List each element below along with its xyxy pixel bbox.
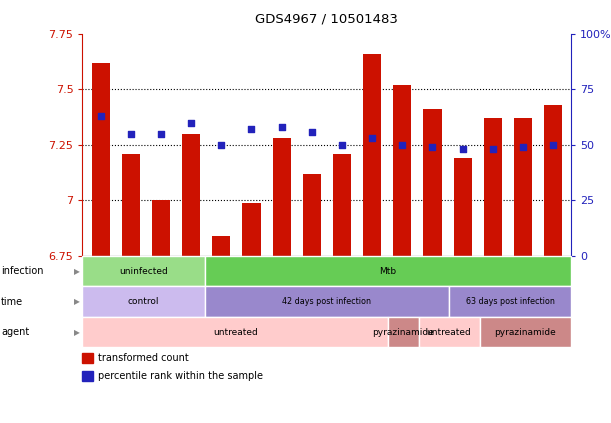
Bar — [514, 118, 532, 256]
Bar — [484, 118, 502, 256]
Bar — [182, 134, 200, 256]
Point — [96, 113, 106, 119]
Text: untreated: untreated — [426, 327, 472, 337]
Bar — [273, 138, 291, 256]
Point — [277, 124, 287, 130]
Point — [397, 141, 407, 148]
Text: pyrazinamide: pyrazinamide — [372, 327, 434, 337]
Point — [307, 128, 316, 135]
Text: time: time — [1, 297, 23, 307]
Text: ▶: ▶ — [73, 266, 79, 276]
Point — [518, 144, 528, 151]
Point — [488, 146, 498, 153]
Point — [458, 146, 467, 153]
Point — [367, 135, 377, 142]
Point — [247, 126, 257, 133]
Point — [216, 141, 226, 148]
Bar — [453, 158, 472, 256]
Bar — [333, 154, 351, 256]
Text: ▶: ▶ — [73, 297, 79, 306]
Text: ▶: ▶ — [73, 327, 79, 337]
Text: agent: agent — [1, 327, 29, 337]
Text: percentile rank within the sample: percentile rank within the sample — [98, 371, 263, 381]
Bar — [423, 109, 442, 256]
Point — [548, 141, 558, 148]
Bar — [363, 54, 381, 256]
Text: pyrazinamide: pyrazinamide — [494, 327, 557, 337]
Point — [337, 141, 347, 148]
Bar — [152, 201, 170, 256]
Bar — [92, 63, 109, 256]
Text: untreated: untreated — [213, 327, 258, 337]
Bar — [243, 203, 260, 256]
Text: control: control — [128, 297, 159, 306]
Point — [186, 119, 196, 126]
Bar — [122, 154, 140, 256]
Bar — [302, 174, 321, 256]
Bar — [393, 85, 411, 256]
Bar — [544, 105, 562, 256]
Point — [428, 144, 437, 151]
Point — [126, 130, 136, 137]
Text: transformed count: transformed count — [98, 353, 189, 363]
Text: GDS4967 / 10501483: GDS4967 / 10501483 — [255, 13, 398, 26]
Text: 42 days post infection: 42 days post infection — [282, 297, 371, 306]
Bar — [212, 236, 230, 256]
Point — [156, 130, 166, 137]
Text: Mtb: Mtb — [379, 266, 397, 276]
Text: uninfected: uninfected — [119, 266, 168, 276]
Text: 63 days post infection: 63 days post infection — [466, 297, 555, 306]
Text: infection: infection — [1, 266, 44, 276]
